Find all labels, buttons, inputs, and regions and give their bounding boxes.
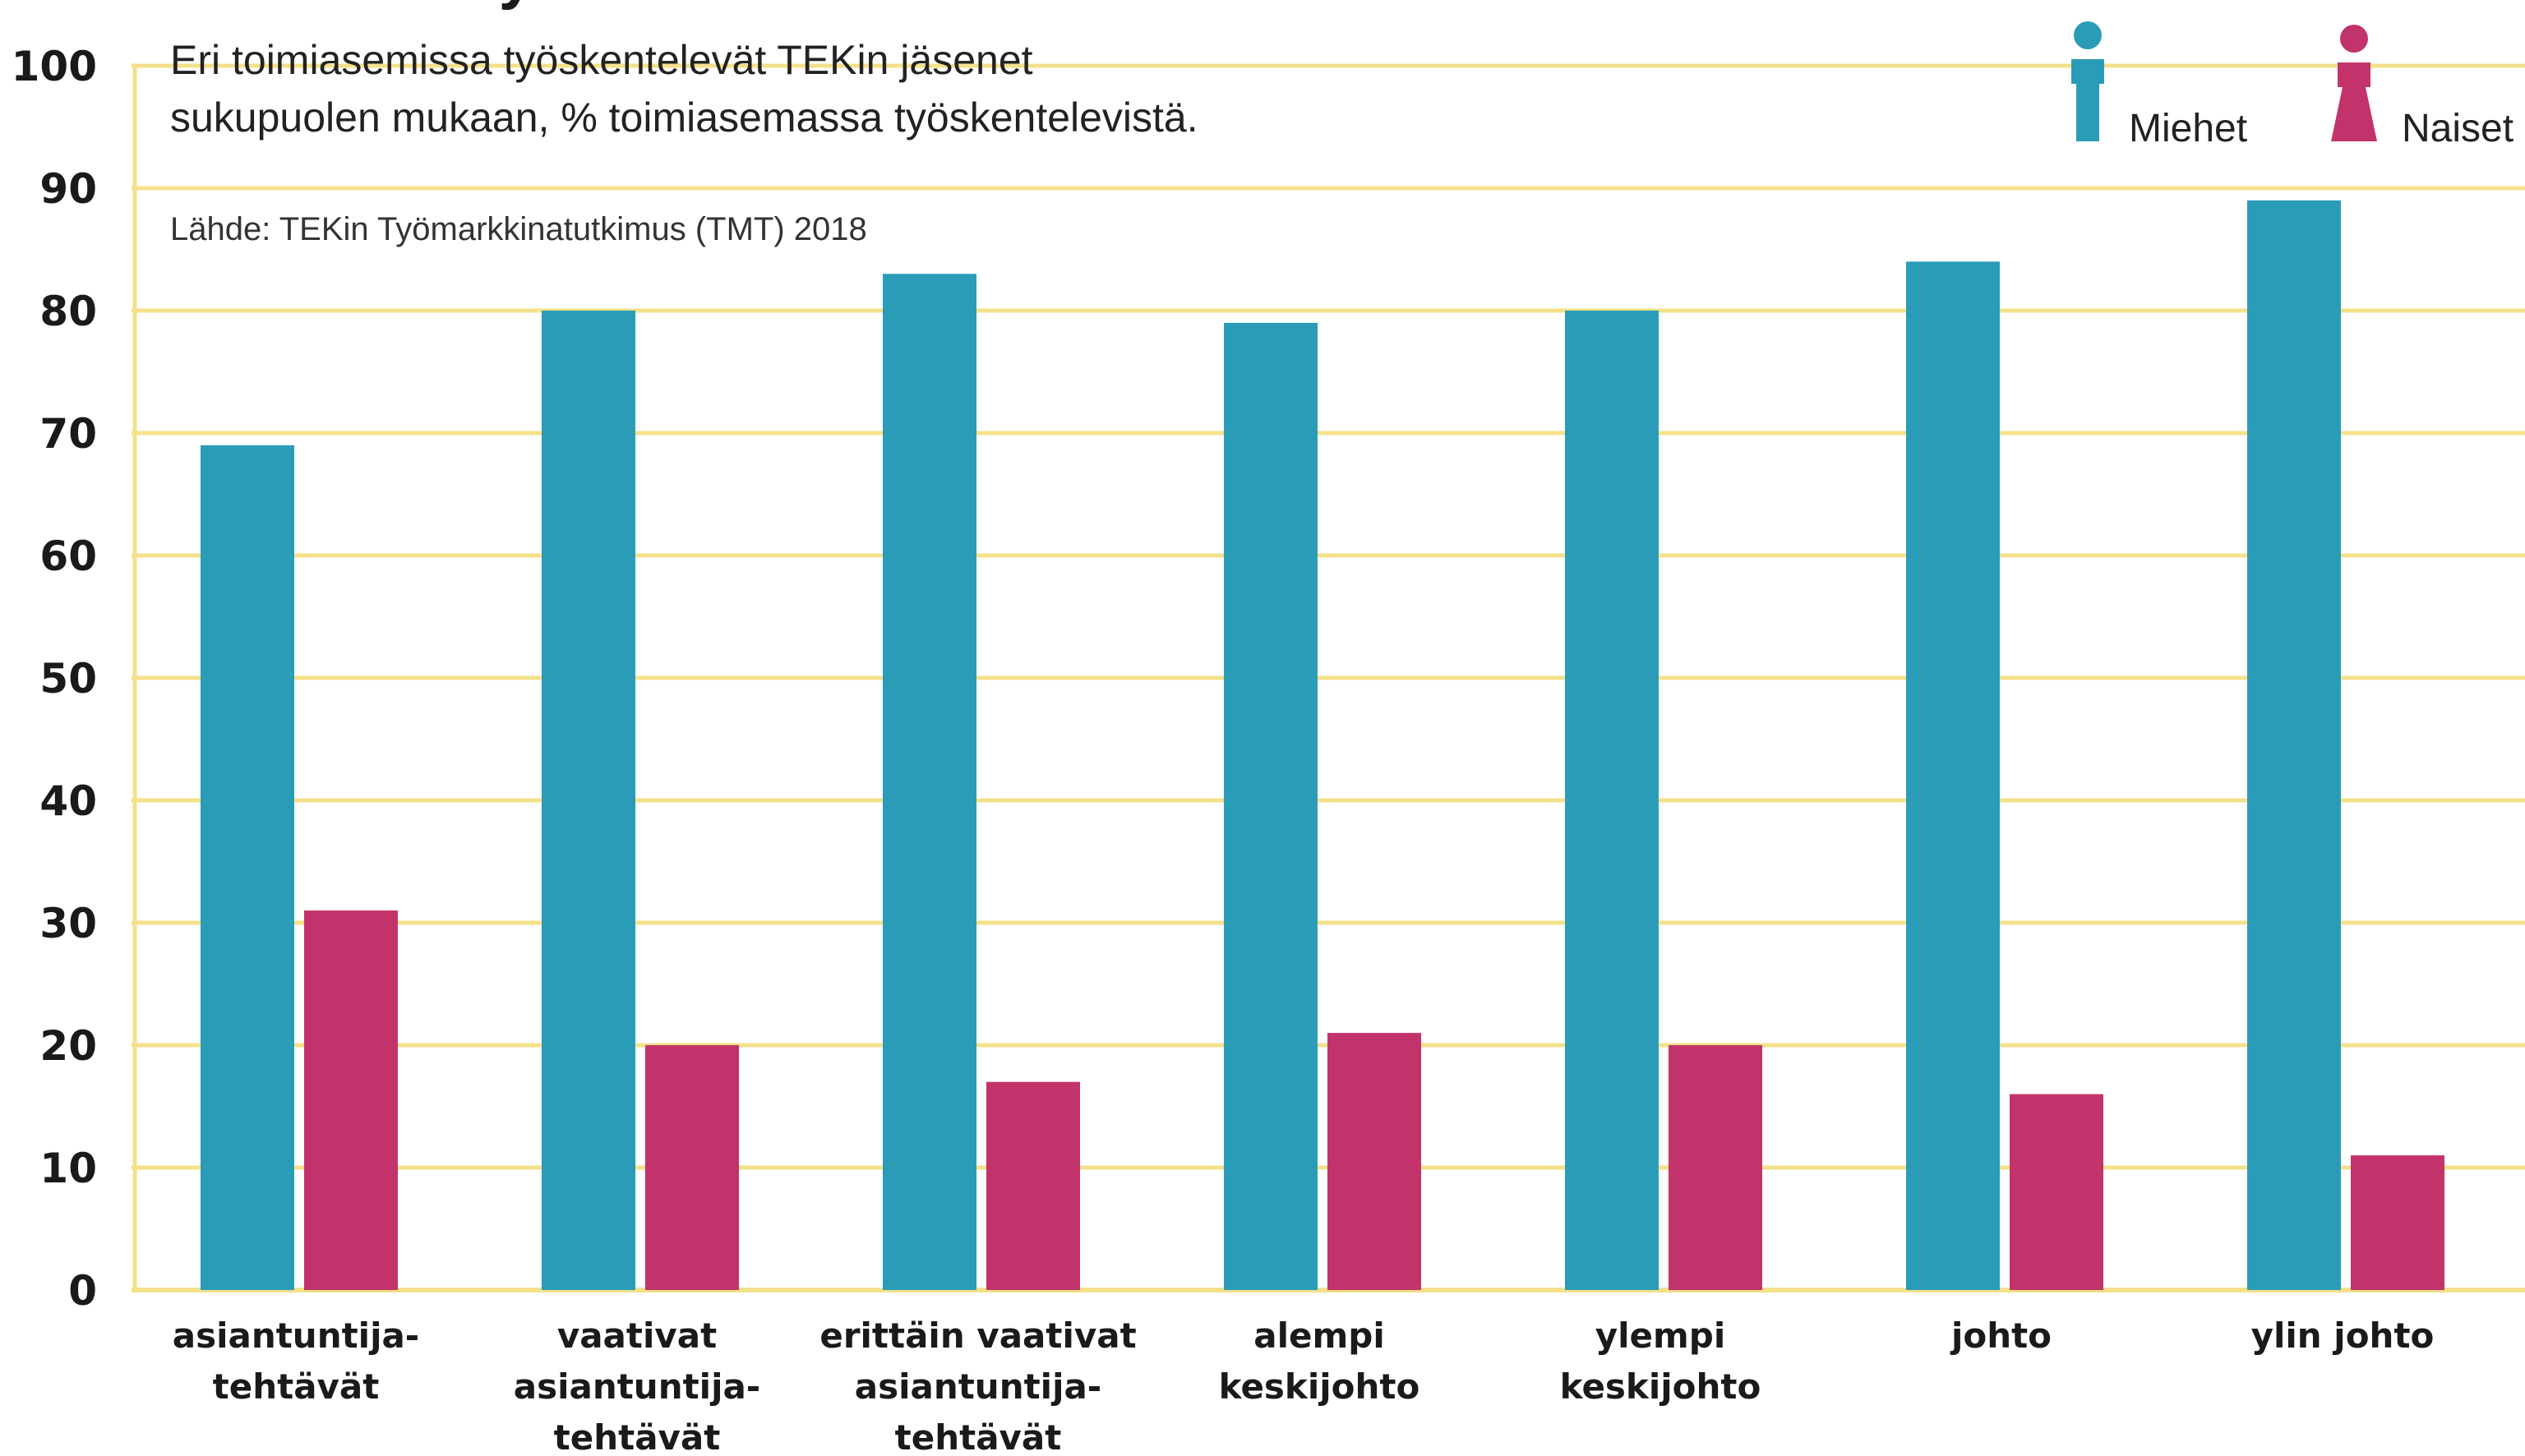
bar-naiset-4 [1669,1045,1762,1290]
x-tick-label: johto [1950,1315,2052,1356]
y-tick-label: 100 [12,43,97,90]
x-tick-label: erittäin vaativat asiantuntija-tehtävät [819,1315,1136,1456]
y-tick-label: 70 [39,410,97,458]
x-tick-label: alempi keskijohto [1219,1315,1420,1407]
legend-label-naiset: Naiset [2402,107,2513,150]
y-axis-ticks: 0 10 20 30 40 50 60 70 80 90 100 [12,43,97,1315]
bar-miehet-2 [883,274,976,1290]
y-tick-label: 40 [39,777,97,825]
legend-label-miehet: Miehet [2129,107,2247,150]
bar-miehet-5 [1906,261,2000,1290]
woman-icon [2331,25,2377,141]
x-tick-label: ylempi keskijohto [1560,1315,1761,1407]
bar-miehet-6 [2247,200,2341,1290]
x-axis-ticks: asiantuntija-tehtävät vaativat asiantuntij… [173,1315,2435,1456]
x-tick-label: asiantuntija-tehtävät [173,1315,420,1407]
legend: Miehet Naiset [2071,21,2513,150]
x-tick-label: ylin johto [2251,1315,2435,1356]
bar-naiset-2 [986,1081,1080,1290]
y-tick-label: 80 [39,288,97,335]
bars [201,200,2444,1290]
y-tick-label: 0 [68,1267,97,1315]
bar-naiset-1 [645,1045,739,1290]
chart-subtitle-line-2: sukupuolen mukaan, % toimiasemassa työsk… [170,94,1198,141]
man-icon [2071,21,2104,141]
chart-source: Lähde: TEKin Työmarkkinatutkimus (TMT) 2… [170,211,867,247]
bar-miehet-3 [1224,322,1318,1290]
y-tick-label: 50 [39,655,97,703]
bar-naiset-6 [2351,1155,2444,1290]
y-tick-label: 60 [39,532,97,580]
bar-naiset-3 [1327,1033,1421,1290]
x-tick-label: vaativat asiantuntija-tehtävät [514,1315,761,1456]
bar-miehet-1 [542,311,635,1290]
bar-naiset-0 [304,910,398,1290]
y-tick-label: 30 [39,900,97,947]
y-tick-label: 90 [39,165,97,213]
y-tick-label: 10 [39,1145,97,1192]
bar-miehet-0 [201,445,294,1290]
bar-miehet-4 [1565,311,1659,1290]
bar-naiset-5 [2010,1094,2103,1290]
gridlines [132,63,2525,1292]
chart-title: Tekniikan työssä naiset ... [168,0,955,11]
y-tick-label: 20 [39,1022,97,1070]
chart-subtitle-line-1: Eri toimiasemissa työskentelevät TEKin j… [170,37,1033,83]
